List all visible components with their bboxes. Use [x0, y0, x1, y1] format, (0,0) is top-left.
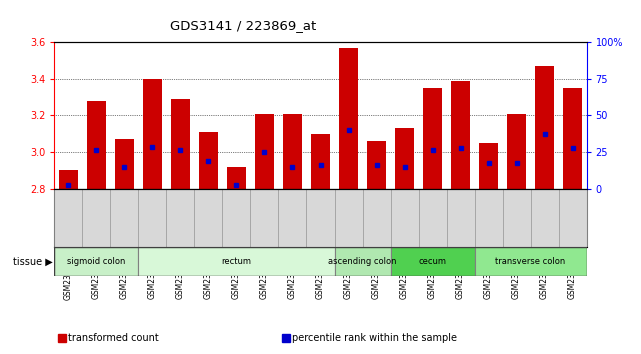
Bar	[451, 81, 470, 189]
Text: cecum: cecum	[419, 257, 447, 266]
Bar	[508, 114, 526, 189]
Bar	[115, 139, 133, 189]
Text: sigmoid colon: sigmoid colon	[67, 257, 126, 266]
Text: tissue ▶: tissue ▶	[13, 257, 53, 267]
Bar	[479, 143, 497, 189]
Bar	[339, 48, 358, 189]
Bar	[283, 114, 302, 189]
Bar	[312, 134, 329, 189]
Bar	[535, 66, 554, 189]
Bar	[54, 247, 138, 276]
Text: ascending colon: ascending colon	[328, 257, 397, 266]
Bar	[424, 88, 442, 189]
Text: percentile rank within the sample: percentile rank within the sample	[292, 333, 457, 343]
Bar	[474, 247, 587, 276]
Bar	[367, 141, 386, 189]
Bar	[171, 99, 190, 189]
Text: transverse colon: transverse colon	[495, 257, 565, 266]
Bar	[563, 88, 581, 189]
Text: rectum: rectum	[222, 257, 251, 266]
Bar	[390, 247, 474, 276]
Bar	[255, 114, 274, 189]
Text: transformed count: transformed count	[68, 333, 159, 343]
Bar	[199, 132, 217, 189]
Bar	[138, 247, 335, 276]
Bar	[335, 247, 390, 276]
Bar	[395, 128, 413, 189]
Bar	[87, 101, 106, 189]
Bar	[60, 170, 78, 189]
Bar	[228, 167, 246, 189]
Bar	[144, 79, 162, 189]
Text: GDS3141 / 223869_at: GDS3141 / 223869_at	[171, 19, 317, 33]
